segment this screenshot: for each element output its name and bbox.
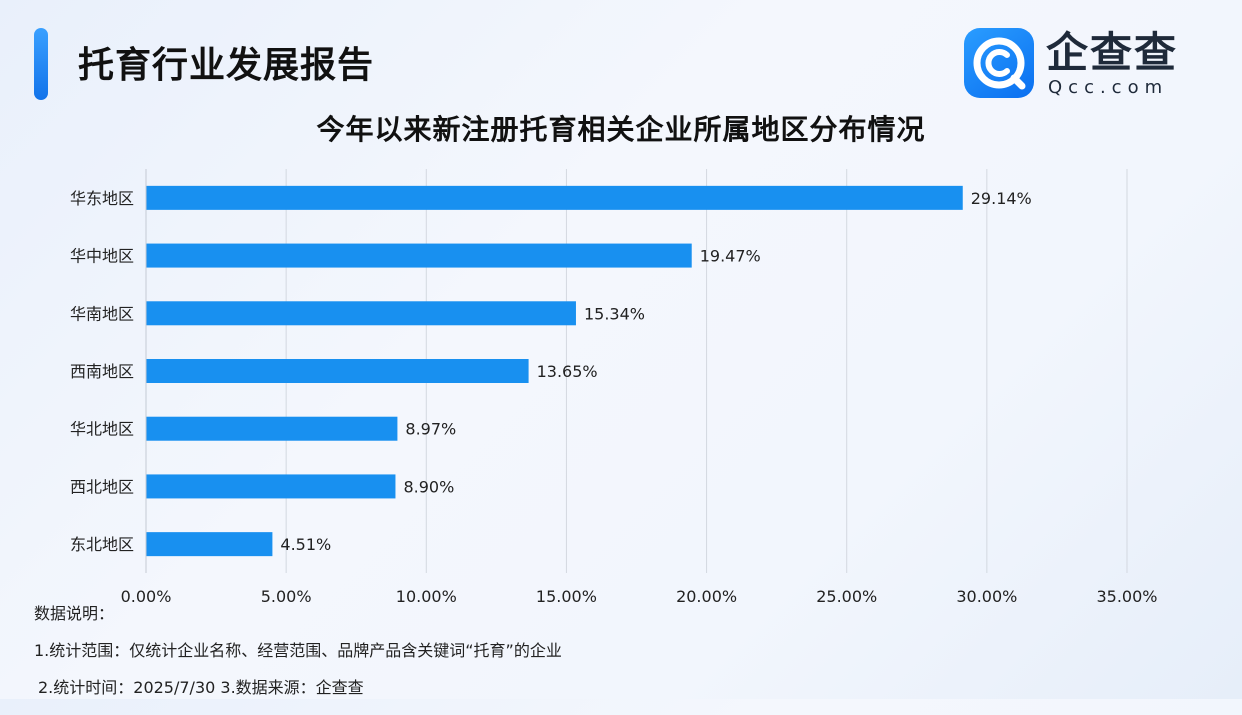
category-label: 西南地区	[70, 362, 134, 381]
notes-heading: 数据说明：	[34, 604, 115, 623]
category-label: 华东地区	[70, 189, 134, 208]
value-label: 8.97%	[405, 420, 456, 439]
value-label: 4.51%	[280, 535, 331, 554]
value-label: 13.65%	[537, 362, 598, 381]
category-label: 西北地区	[70, 477, 134, 496]
data-notes: 数据说明： 1.统计范围：仅统计企业名称、经营范围、品牌产品含关键词“托育”的企…	[34, 604, 562, 715]
category-label: 华北地区	[70, 420, 134, 439]
value-label: 29.14%	[971, 189, 1032, 208]
x-tick-label: 35.00%	[1096, 587, 1157, 606]
logo-name: 企查查	[1046, 28, 1179, 77]
x-tick-label: 20.00%	[676, 587, 737, 606]
chart-title: 今年以来新注册托育相关企业所属地区分布情况	[316, 113, 926, 146]
logo-domain: Qcc.com	[1048, 77, 1169, 98]
bar	[146, 532, 273, 557]
x-tick-label: 0.00%	[121, 587, 172, 606]
value-label: 8.90%	[403, 477, 454, 496]
x-tick-label: 25.00%	[816, 587, 877, 606]
bar	[146, 474, 396, 499]
x-tick-label: 10.00%	[396, 587, 457, 606]
notes-scope: 1.统计范围：仅统计企业名称、经营范围、品牌产品含关键词“托育”的企业	[34, 641, 562, 660]
value-label: 15.34%	[584, 304, 645, 323]
qcc-logo: 企查查 Qcc.com	[964, 28, 1204, 102]
x-tick-label: 5.00%	[261, 587, 312, 606]
notes-time-source: 2.统计时间：2025/7/30 3.数据来源：企查查	[38, 678, 364, 697]
value-label: 19.47%	[700, 247, 761, 266]
category-label: 东北地区	[70, 535, 134, 554]
bar	[146, 359, 529, 383]
bar	[146, 185, 963, 210]
title-accent-bar	[34, 28, 48, 100]
bar	[146, 301, 576, 326]
category-label: 华南地区	[70, 304, 134, 323]
bar-chart: 0.00% 5.00% 10.00% 15.00% 20.00% 25.00% 30.00%…	[70, 169, 1158, 606]
x-tick-label: 15.00%	[536, 587, 597, 606]
category-label: 华中地区	[70, 247, 134, 266]
bar	[146, 416, 398, 441]
report-title: 托育行业发展报告	[78, 45, 375, 86]
qcc-magnifier-c-icon	[964, 28, 1034, 98]
x-tick-label: 30.00%	[956, 587, 1017, 606]
bar	[146, 243, 692, 268]
